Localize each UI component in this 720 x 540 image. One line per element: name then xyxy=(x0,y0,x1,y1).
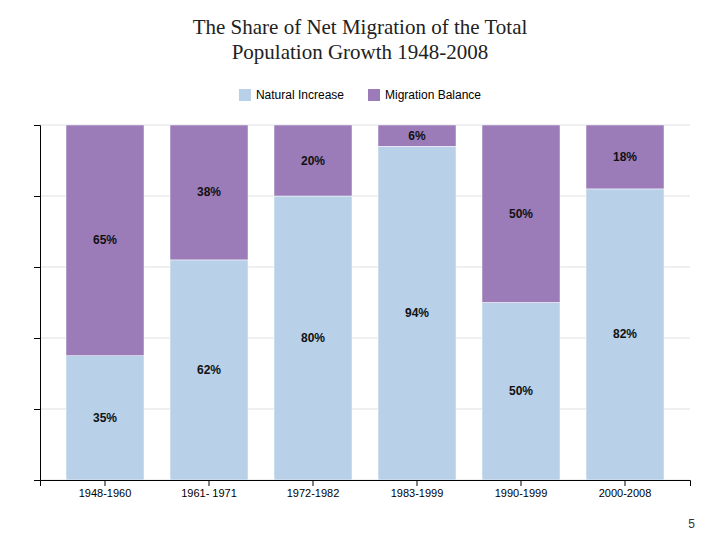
y-tick-mark xyxy=(34,125,40,126)
y-tick-mark xyxy=(34,196,40,197)
legend-label: Natural Increase xyxy=(256,88,344,102)
y-tick xyxy=(34,409,40,410)
bar xyxy=(66,125,144,356)
bars xyxy=(66,125,664,480)
legend-swatch xyxy=(368,89,380,101)
bar xyxy=(586,189,664,480)
legend-item: Natural Increase xyxy=(239,88,344,102)
y-axis-line xyxy=(34,126,41,481)
bar xyxy=(274,125,352,196)
x-tick: 2000-2008 xyxy=(599,480,652,499)
x-tick-label: 2000-2008 xyxy=(599,487,652,499)
legend-label: Migration Balance xyxy=(385,88,481,102)
data-label: 18% xyxy=(613,150,637,164)
x-tick-mark xyxy=(105,480,106,486)
bar xyxy=(482,303,560,481)
bar xyxy=(586,125,664,189)
x-tick-mark xyxy=(313,480,314,486)
x-tick: 1961- 1971 xyxy=(181,480,237,499)
y-tick xyxy=(34,338,40,339)
legend-swatch xyxy=(239,89,251,101)
data-label: 38% xyxy=(197,185,221,199)
x-axis-line xyxy=(41,481,691,487)
bar xyxy=(378,125,456,146)
bar xyxy=(378,146,456,480)
grid xyxy=(40,125,690,480)
data-label: 62% xyxy=(197,363,221,377)
x-tick-label: 1990-1999 xyxy=(495,487,548,499)
y-tick-mark xyxy=(34,267,40,268)
y-axis xyxy=(34,126,41,481)
data-label: 82% xyxy=(613,327,637,341)
x-tick-label: 1972-1982 xyxy=(287,487,340,499)
x-tick: 1972-1982 xyxy=(287,480,340,499)
title: The Share of Net Migration of the TotalP… xyxy=(193,15,528,64)
y-tick xyxy=(34,480,40,481)
data-label: 50% xyxy=(509,384,533,398)
x-tick-mark xyxy=(417,480,418,486)
data-label: 20% xyxy=(301,154,325,168)
x-axis: 1948-1960 1961- 1971 1972-1982 1983-1999 199… xyxy=(41,480,691,499)
y-tick xyxy=(34,267,40,268)
y-tick-mark xyxy=(34,409,40,410)
bar xyxy=(66,356,144,480)
x-tick-mark xyxy=(209,480,210,486)
bar xyxy=(274,196,352,480)
y-tick xyxy=(34,125,40,126)
y-tick-mark xyxy=(34,338,40,339)
data-label: 94% xyxy=(405,306,429,320)
y-tick-mark xyxy=(34,480,40,481)
data-label: 50% xyxy=(509,207,533,221)
x-tick-label: 1961- 1971 xyxy=(181,487,237,499)
bar xyxy=(170,260,248,480)
x-tick-mark xyxy=(521,480,522,486)
plot: 1948-1960 1961- 1971 1972-1982 1983-1999 199… xyxy=(34,125,691,499)
bar xyxy=(482,125,560,303)
x-tick-label: 1948-1960 xyxy=(79,487,132,499)
chart: 1948-1960 1961- 1971 1972-1982 1983-1999 199… xyxy=(0,0,720,540)
x-tick: 1983-1999 xyxy=(391,480,444,499)
data-label: 6% xyxy=(408,129,426,143)
x-tick-label: 1983-1999 xyxy=(391,487,444,499)
y-tick xyxy=(34,196,40,197)
data-label: 35% xyxy=(93,411,117,425)
x-tick-mark xyxy=(625,480,626,486)
data-label: 80% xyxy=(301,331,325,345)
data-label: 65% xyxy=(93,233,117,247)
legend-item: Migration Balance xyxy=(368,88,481,102)
data-labels: 35% 62% 80% 94% 50% 82% 65% 38% 20% 6% 50% 18% xyxy=(93,129,637,425)
x-tick: 1948-1960 xyxy=(79,480,132,499)
bar xyxy=(170,125,248,260)
annotation: 5 xyxy=(688,517,695,531)
x-tick: 1990-1999 xyxy=(495,480,548,499)
legend: Natural Increase Migration Balance xyxy=(239,88,481,102)
